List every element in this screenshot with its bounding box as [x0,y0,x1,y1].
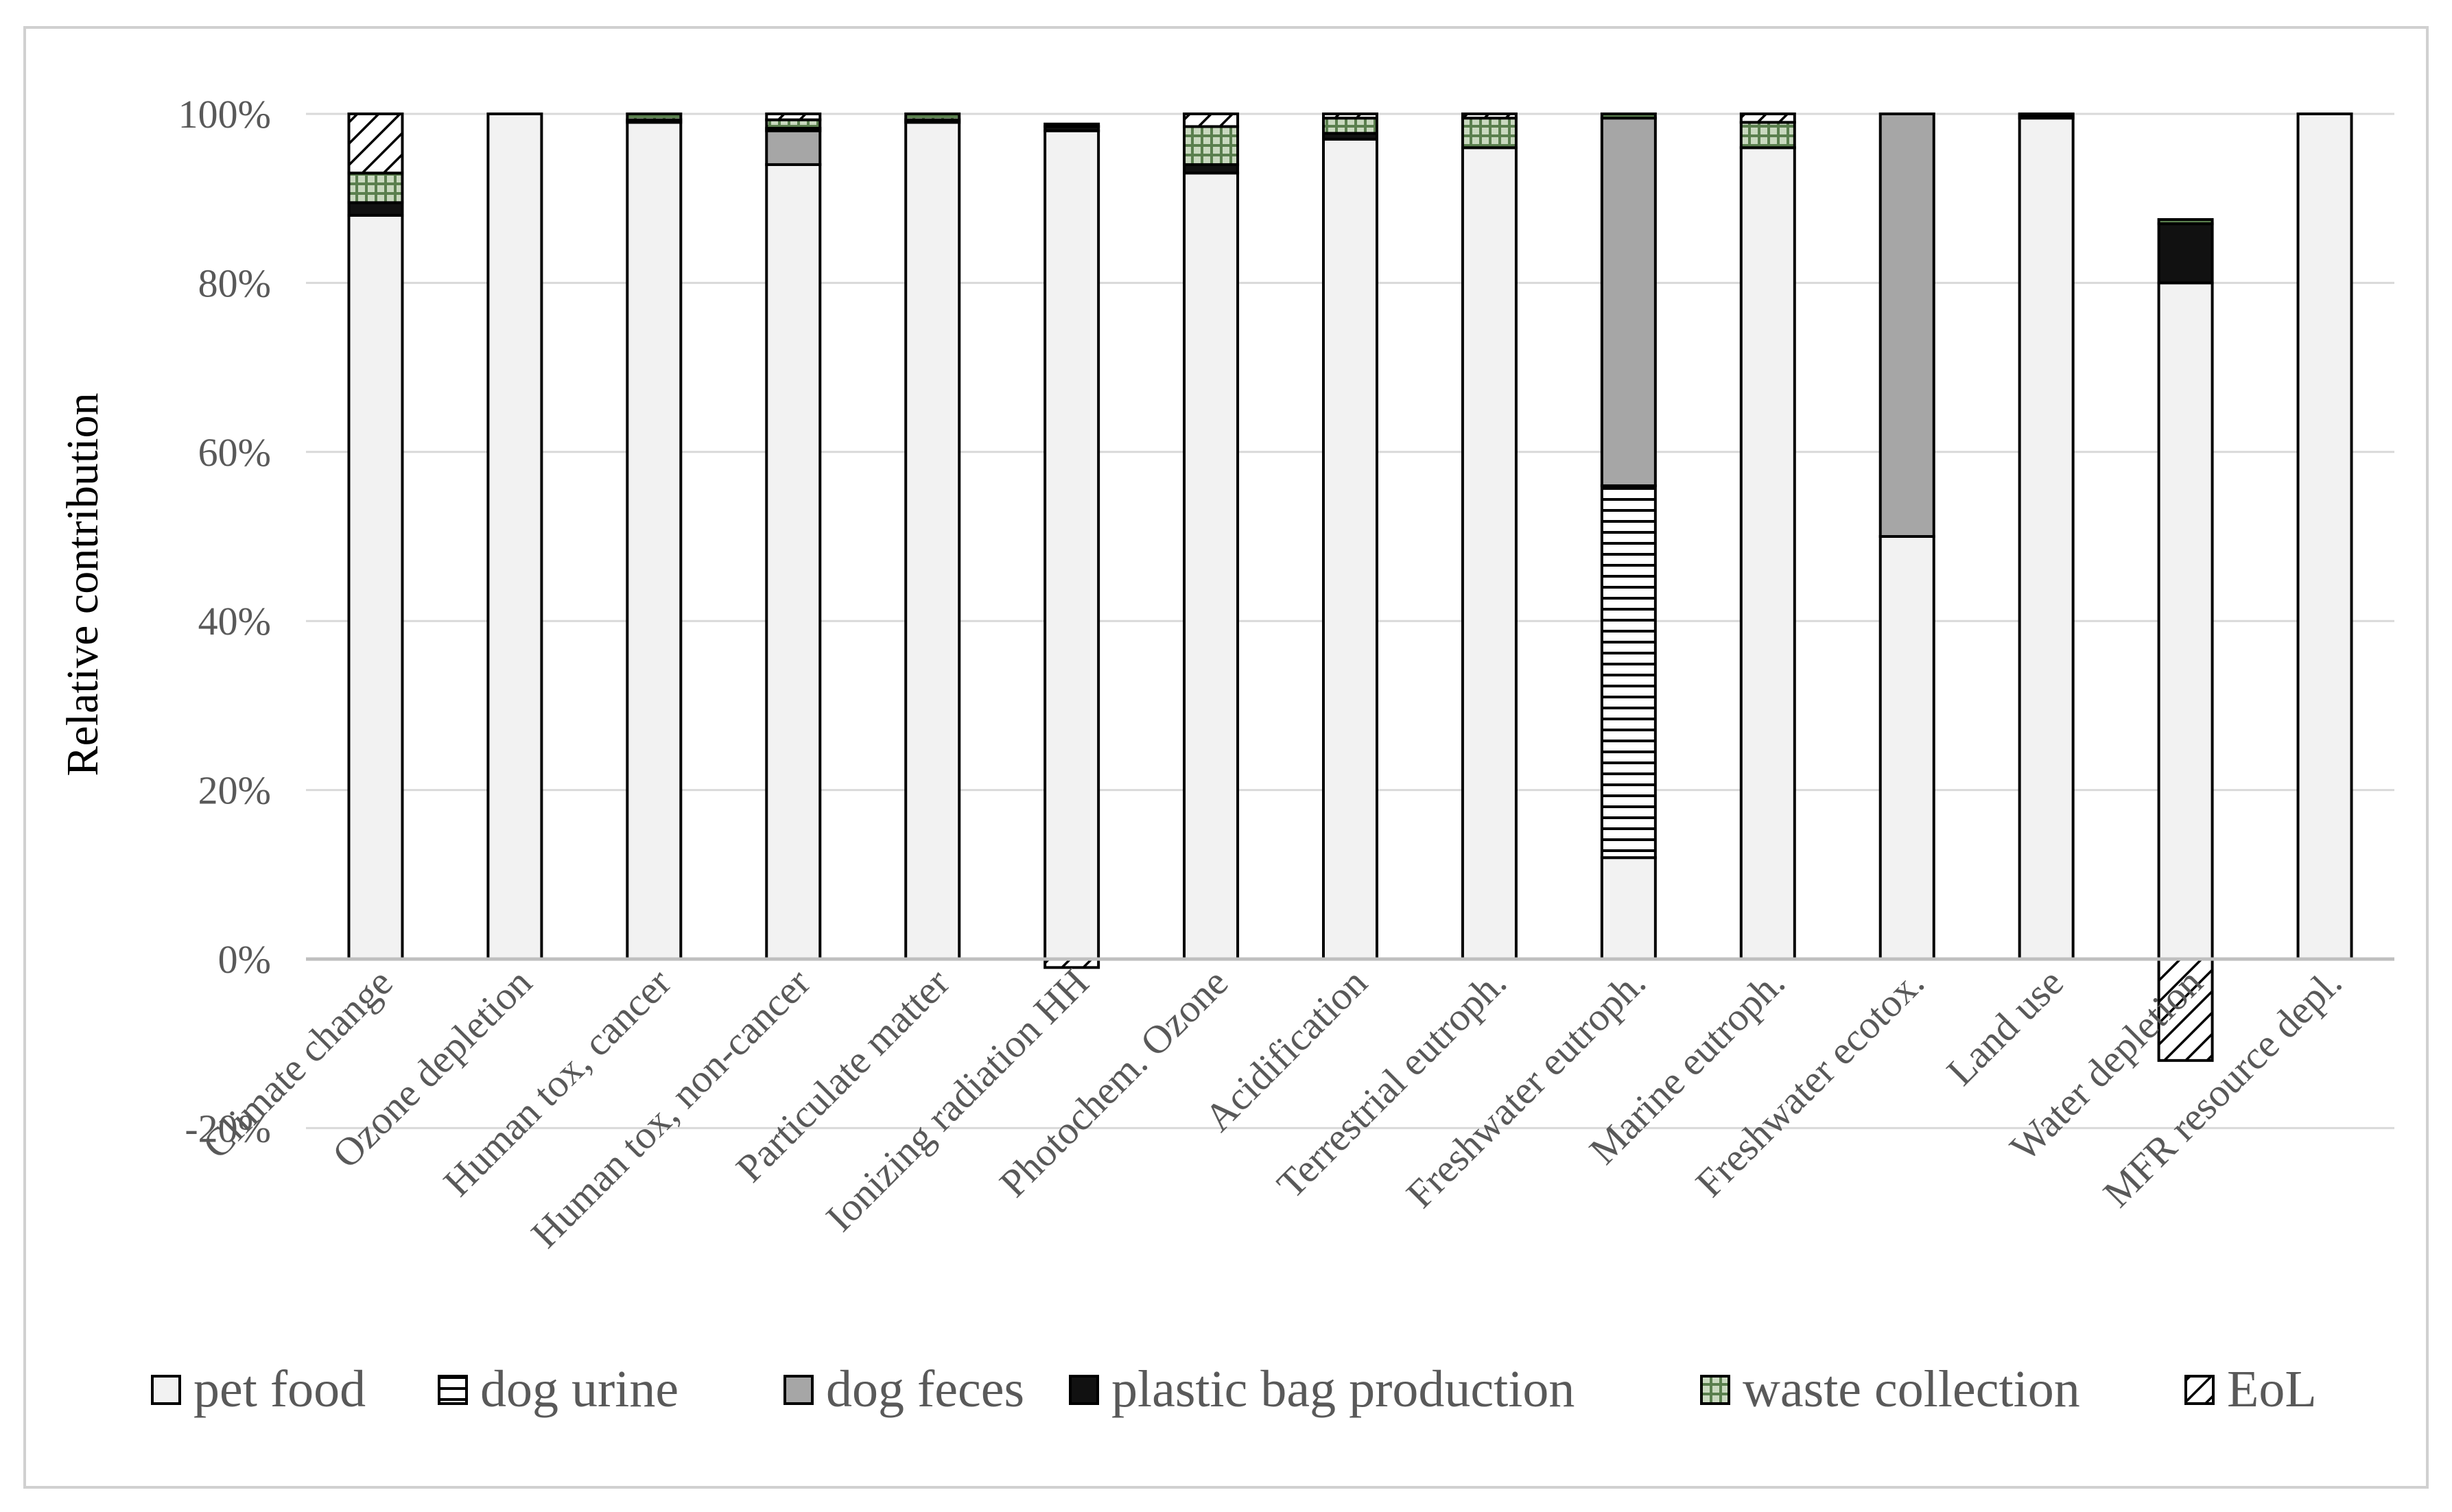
legend-swatch [438,1375,468,1405]
bar-segment [347,201,404,217]
bar-segment [1600,113,1657,120]
bar-segment [347,213,404,961]
y-tick-label: 60% [198,430,271,475]
legend-swatch [1700,1375,1730,1405]
legend-swatch [2184,1375,2215,1405]
bar-segment [765,113,822,121]
y-tick-label: 80% [198,261,271,305]
bar-segment [1739,146,1796,960]
bar-segment [2157,222,2214,285]
bar-segment [1044,129,1100,960]
bar-segment [347,172,404,204]
bar-segment [2157,958,2214,1062]
bars [347,113,2353,1062]
bar-segment [1461,113,1518,120]
bar-segment [626,113,683,121]
y-axis-ticks: -20% 0% 20% 40% 60% 80% 100% [178,92,271,1150]
bar-segment [1739,113,1796,124]
legend-swatch [783,1375,814,1405]
y-axis-label: Relative contribution [58,392,108,776]
bar-segment [1322,113,1378,120]
bar-segment [1878,535,1935,960]
bar-segment [1600,856,1657,961]
bar-segment [347,113,404,175]
legend: pet food dog urine dog feces plastic bag pr… [151,1360,2317,1418]
bar-segment [2018,117,2075,960]
y-tick-label: 0% [218,937,271,982]
bar-segment [626,121,683,961]
bar-segment [1322,117,1378,135]
bar-segment [1183,125,1240,166]
bar-segment [904,121,961,961]
bar-segment [1600,484,1657,860]
bar-segment [486,113,543,960]
bar-segment [2157,218,2214,226]
bar-segment [1044,122,1100,128]
y-tick-label: -20% [185,1106,271,1150]
bar-segment [1739,121,1796,150]
bar-segment [1183,172,1240,961]
bar-segment [2157,281,2214,960]
bar-segment [1461,146,1518,960]
bar-segment [2018,113,2075,117]
y-tick-label: 20% [198,768,271,813]
legend-label: EoL [2227,1360,2317,1418]
legend-label: pet food [193,1360,366,1418]
bar-segment [1600,117,1657,488]
bar-segment [1878,113,1935,538]
legend-label: dog urine [480,1360,679,1418]
bar-segment [1461,117,1518,150]
legend-swatch [1069,1375,1099,1405]
y-tick-label: 40% [198,599,271,643]
y-tick-label: 100% [178,92,271,137]
legend-swatch [151,1375,181,1405]
legend-label: waste collection [1743,1360,2080,1418]
legend-label: plastic bag production [1111,1360,1575,1418]
bar-segment [765,163,822,960]
bar-segment [904,113,961,121]
bar-segment [765,129,822,166]
bar-segment [1183,113,1240,128]
legend-label: dog feces [826,1360,1024,1418]
bar-segment [2296,113,2353,960]
bar-segment [1322,137,1378,961]
